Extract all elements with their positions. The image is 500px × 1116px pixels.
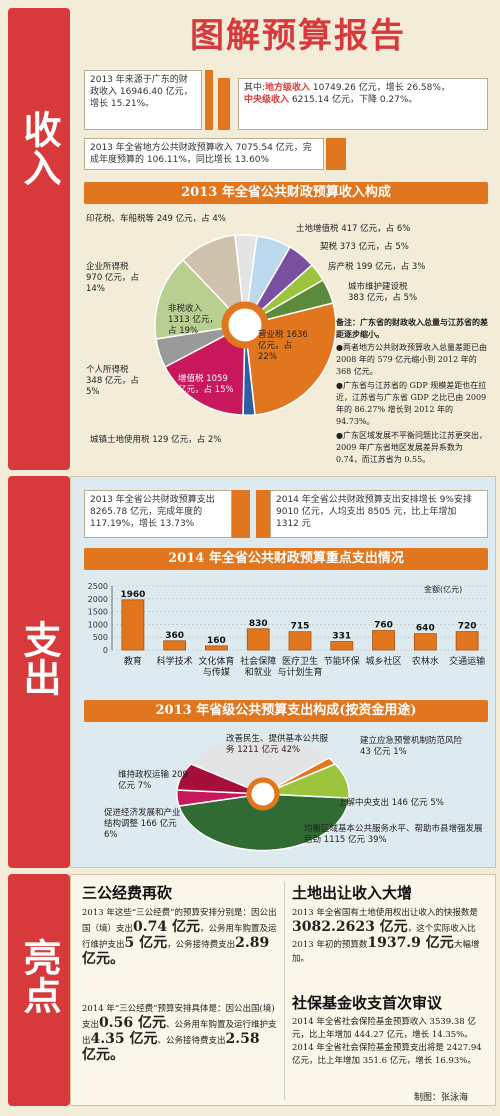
pie-label-7: 营业税 1636 亿元，占 22% [258, 330, 308, 362]
bar [455, 631, 479, 651]
highlight-text-4: 2014 年全省社会保险基金预算收入 3539.38 亿元，比上年增加 444.… [292, 1017, 482, 1066]
pie-label-4: 个人所得税 348 亿元，占 5% [86, 365, 139, 397]
expense-section-label: 支出 [17, 620, 61, 696]
expense-bar-chart: 2500 2000 1500 1000 500 0 1960 教育 360 科学技术 160 文化体育… [88, 582, 488, 678]
exp-slice-junheng [178, 793, 350, 852]
income-box-2-bar [218, 78, 230, 130]
x-tick-label: 城乡社区 [366, 655, 402, 667]
x-tick-label: 和就业 [245, 666, 272, 678]
highlight-divider [284, 882, 285, 1100]
bar-value-label: 760 [374, 621, 393, 631]
x-tick-label: 社会保障 [240, 655, 276, 667]
exp-slice-weichi [176, 763, 264, 795]
pie-label-11: 城市维护建设税 383 亿元，占 5% [348, 282, 418, 303]
income-box-3-bar [326, 138, 346, 170]
highlight-text-3: 2013 年全省国有土地使用权出让收入的快报数是3082.2623 亿元，这个实… [292, 908, 480, 964]
pie-label-6: 城镇土地使用税 129 亿元，占 2% [90, 435, 222, 445]
credit: 制图：张泳海 [414, 1093, 469, 1103]
pie-label-3: 非税收入 1313 亿元，占 19% [168, 304, 218, 336]
slice-zengzhishui [163, 323, 246, 416]
exp-label-5: 促进经济发展和产业结构调整 166 亿元 6% [104, 808, 181, 840]
expense-unit: 金额(亿元) [424, 585, 463, 594]
bar-value-label: 331 [332, 632, 351, 642]
bar [372, 630, 395, 651]
exp-label-3: 维持政权运输 209 亿元 7% [118, 770, 188, 791]
pie-label-2: 企业所得税 970 亿元，占 14% [86, 262, 139, 294]
bar [121, 599, 145, 651]
expense-section-bar [8, 476, 70, 868]
expense-pie [176, 738, 350, 852]
bar [330, 641, 354, 651]
bar-value-label: 640 [416, 624, 435, 634]
pie-label-1: 印花税、车船税等 249 亿元，占 4% [86, 214, 226, 224]
y-tick-label: 500 [93, 633, 108, 642]
highlight-text-1: 2013 年这些“三公经费”的预算安排分别是：因公出国（境）支出0.74 亿元，… [82, 908, 277, 967]
x-tick-label: 教育 [124, 655, 142, 667]
exp-label-6: 均衡区域基本公共服务水平、帮助市县增强发展后劲 1115 亿元 39% [304, 824, 483, 845]
expense-pie-title: 2013 年省级公共预算支出构成(按资金用途) [84, 700, 488, 722]
income-pie-title: 2013 年全省公共财政预算收入构成 [84, 182, 488, 204]
highlight-section-label: 亮点 [17, 938, 61, 1014]
slice-chengshiweihu [244, 278, 334, 326]
bar [246, 628, 270, 651]
bar-value-label: 715 [291, 622, 310, 632]
bar [163, 640, 187, 651]
income-notes: 备注：广东省的财政收入总量与江苏省的差距逐步缩小。 ●两者地方公共财政预算收入总… [336, 317, 488, 464]
income-box-1: 2013 年来源于广东的财政收入 16946.40 亿元，增长 15.21%。 [84, 70, 202, 130]
bar [413, 633, 437, 651]
x-tick-label: 交通运输 [449, 655, 485, 667]
x-tick-label: 农林水 [412, 655, 439, 667]
highlight-title-3: 社保基金收支首次审议 [292, 994, 443, 1012]
x-tick-label: 文化体育 [198, 655, 234, 667]
bar-value-label: 1960 [120, 590, 145, 600]
expense-chart-title: 2014 年全省公共财政预算重点支出情况 [84, 548, 488, 570]
pie-label-5: 增值税 1059 亿元，占 15% [178, 374, 234, 395]
expense-box-2: 2014 年全省公共财政预算支出安排增长 9%安排 9010 亿元，人均支出 8… [270, 490, 488, 538]
page-title: 图解预算报告 [190, 16, 406, 56]
income-box-1-bar [205, 70, 213, 130]
exp-label-4: 上解中央支出 146 亿元 5% [338, 798, 444, 808]
y-tick-label: 1500 [88, 608, 108, 617]
highlight-panel [70, 874, 496, 1106]
bar [205, 645, 228, 651]
x-tick-label: 节能环保 [324, 655, 360, 667]
expense-box-1: 2013 年全省公共财政预算支出 8265.78 亿元，完成年度的 117.19… [84, 490, 232, 538]
expense-box-2-bar [256, 490, 270, 538]
pie-label-10: 房产税 199 亿元，占 3% [328, 262, 426, 272]
expense-box-1-bar [232, 490, 250, 538]
x-tick-label: 与传媒 [203, 666, 230, 678]
bar-value-label: 830 [249, 619, 268, 629]
pie-label-9: 契税 373 亿元，占 5% [320, 242, 409, 252]
y-tick-label: 1000 [88, 620, 108, 629]
exp-label-1: 改善民生、提供基本公共服务 1211 亿元 42% [226, 734, 329, 755]
y-tick-label: 2000 [88, 595, 108, 604]
x-tick-label: 科学技术 [157, 655, 193, 667]
highlight-title-2: 土地出让收入大增 [292, 884, 413, 902]
bar-value-label: 360 [165, 631, 184, 641]
bar [288, 631, 312, 651]
x-tick-label: 医疗卫生 [282, 655, 318, 667]
bar-value-label: 720 [458, 622, 477, 632]
income-section-bar [8, 8, 70, 470]
y-tick-label: 2500 [88, 582, 108, 591]
exp-slice-yingji [262, 757, 337, 795]
income-pie [154, 233, 337, 416]
income-box-3: 2013 年全省地方公共财政预算收入 7075.54 亿元，完成年度预算的 10… [84, 138, 324, 170]
exp-label-2: 建立应急预警机制防范风险 43 亿元 1% [360, 736, 463, 757]
bar-value-label: 160 [207, 636, 226, 646]
highlight-title-1: 三公经费再砍 [82, 884, 173, 902]
x-tick-label: 与计划生育 [277, 666, 322, 678]
highlight-section-bar [8, 874, 70, 1106]
income-section-label: 收入 [17, 110, 61, 186]
y-tick-label: 0 [103, 646, 108, 655]
pie-label-8: 土地增值税 417 亿元，占 6% [296, 224, 411, 234]
highlight-text-2: 2014 年“三公经费”预算安排具体是：因公出国(境)支出0.56 亿元、公务用… [82, 1004, 277, 1063]
income-box-2: 其中:地方级收入 10749.26 亿元，增长 26.58%， 中央级收入 62… [238, 78, 488, 130]
